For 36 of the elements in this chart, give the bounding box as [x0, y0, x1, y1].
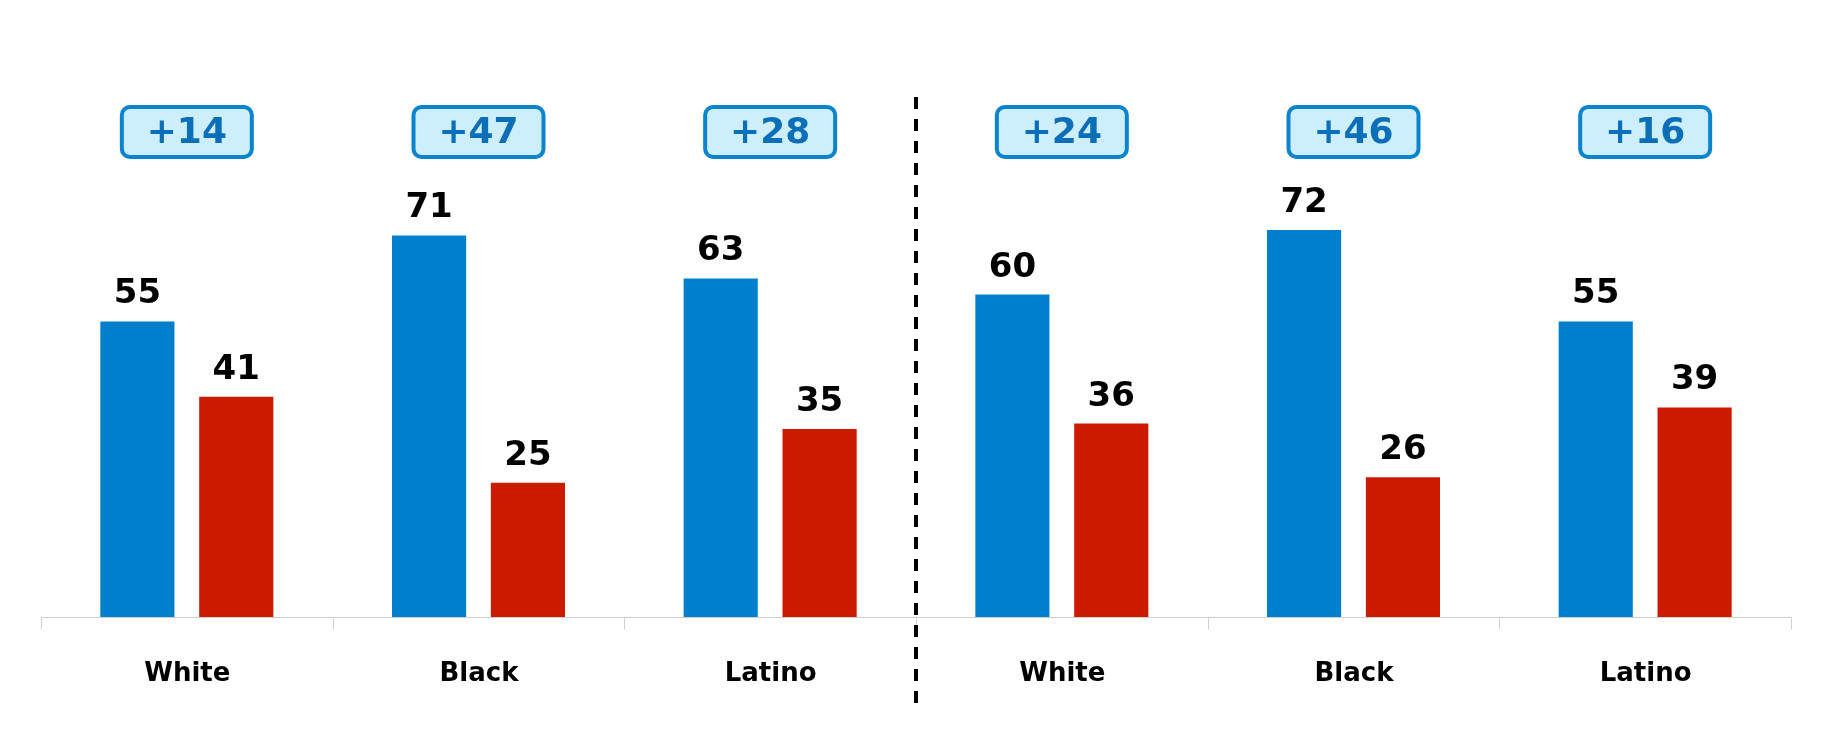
bar: [1365, 477, 1441, 617]
data-label: 26: [1379, 427, 1427, 468]
bar: [782, 428, 857, 617]
x-tick-label: Black: [1314, 656, 1395, 687]
data-label: 36: [1087, 373, 1135, 414]
data-label: 71: [405, 185, 453, 226]
bar: [1266, 230, 1342, 617]
data-label: 25: [504, 432, 552, 473]
bar: [1657, 407, 1732, 617]
x-tick-label: White: [144, 656, 231, 687]
bar: [100, 321, 175, 617]
x-tick-label: Latino: [724, 656, 817, 687]
x-tick-label: Black: [439, 656, 520, 687]
text: +46: [1313, 110, 1394, 151]
bar: [1074, 423, 1149, 617]
bar: [199, 396, 274, 617]
bar: [490, 482, 566, 617]
text: +14: [146, 110, 227, 151]
bar: [391, 235, 467, 617]
x-tick-label: Latino: [1599, 656, 1692, 687]
data-label: 55: [1572, 271, 1620, 312]
bar: [1558, 321, 1633, 617]
x-tick-label: White: [1019, 656, 1106, 687]
data-label: 41: [212, 346, 260, 387]
data-label: 55: [113, 271, 162, 312]
data-label: 35: [795, 378, 844, 419]
data-label: 63: [697, 228, 745, 269]
text: +28: [730, 110, 811, 151]
data-label: 60: [988, 244, 1037, 285]
data-label: 39: [1670, 357, 1719, 398]
bar: [975, 294, 1050, 617]
text: +47: [438, 110, 519, 151]
bar: [683, 278, 758, 617]
text: +24: [1021, 110, 1102, 151]
data-label: 72: [1280, 180, 1328, 220]
text: +16: [1605, 110, 1686, 151]
